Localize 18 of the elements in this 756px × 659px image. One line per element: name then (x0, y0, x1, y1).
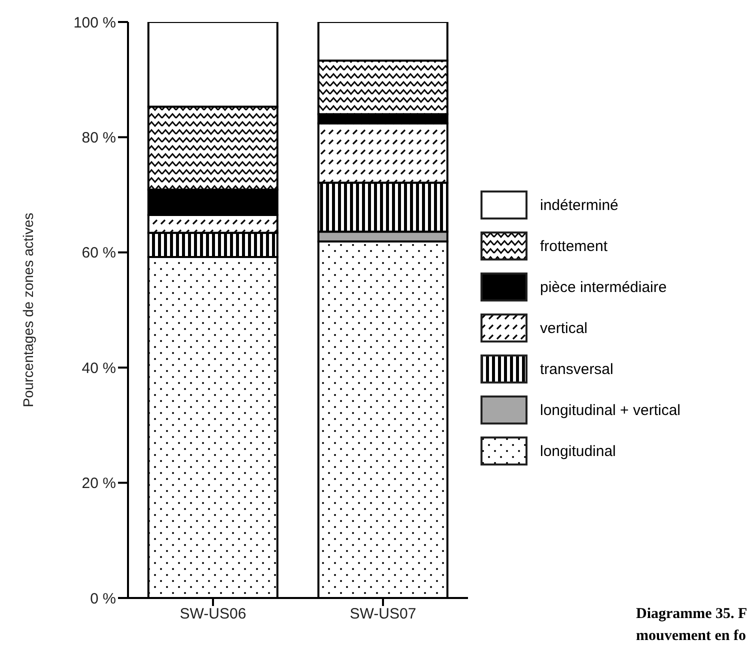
text: Diagramme 35. F (636, 606, 748, 623)
y-tick-label: 40 % (82, 360, 116, 377)
legend-label: vertical (540, 320, 588, 336)
legend-label: transversal (540, 360, 614, 378)
y-tick-label: 20 % (82, 475, 116, 492)
x-tick-label: SW-US06 (180, 606, 246, 623)
y-tick-label: 60 % (82, 244, 116, 262)
y-tick-label: 0 % (90, 590, 116, 608)
text: mouvement en fo (636, 628, 746, 645)
text: indéterminé (540, 196, 618, 214)
x-tick-label: SW-US07 (350, 606, 416, 623)
legend-label: longitudinal (540, 442, 616, 460)
legend-label: frottement (540, 238, 608, 254)
legend-label: longitudinal + vertical (540, 402, 681, 418)
y-tick-label: 100 % (73, 14, 116, 32)
legend-label: pièce intermédiaire (540, 278, 667, 296)
y-tick-label: 80 % (82, 130, 116, 147)
y-axis-title: Pourcentages de zones actives (20, 212, 36, 408)
